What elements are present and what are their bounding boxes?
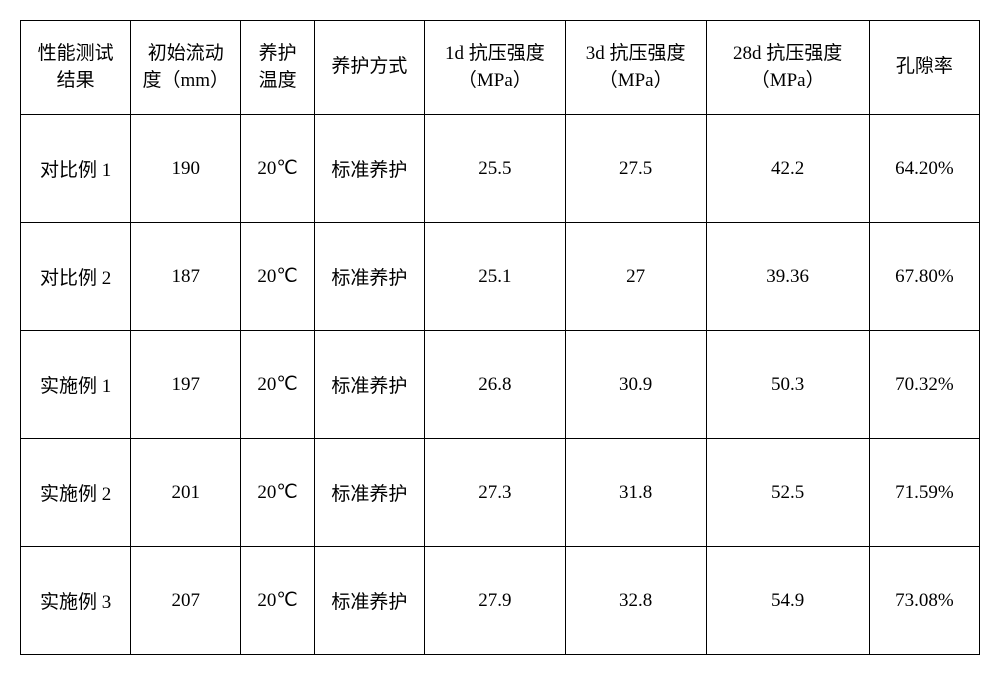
column-header: 性能测试结果 <box>21 21 131 115</box>
table-row: 实施例 3 207 20℃ 标准养护 27.9 32.8 54.9 73.08% <box>21 547 980 655</box>
table-header-row: 性能测试结果 初始流动度（mm） 养护温度 养护方式 1d 抗压强度（MPa） … <box>21 21 980 115</box>
table-cell: 实施例 2 <box>21 439 131 547</box>
table-cell: 20℃ <box>241 115 314 223</box>
table-cell: 201 <box>131 439 241 547</box>
performance-test-results-table: 性能测试结果 初始流动度（mm） 养护温度 养护方式 1d 抗压强度（MPa） … <box>20 20 980 655</box>
table-cell: 标准养护 <box>314 223 424 331</box>
table-cell: 标准养护 <box>314 439 424 547</box>
table-cell: 50.3 <box>706 331 869 439</box>
table-cell: 27 <box>565 223 706 331</box>
table-cell: 207 <box>131 547 241 655</box>
table-cell: 30.9 <box>565 331 706 439</box>
column-header: 孔隙率 <box>869 21 979 115</box>
column-header: 28d 抗压强度（MPa） <box>706 21 869 115</box>
table-cell: 25.1 <box>424 223 565 331</box>
table-cell: 20℃ <box>241 547 314 655</box>
table-cell: 42.2 <box>706 115 869 223</box>
table-cell: 25.5 <box>424 115 565 223</box>
table-row: 实施例 2 201 20℃ 标准养护 27.3 31.8 52.5 71.59% <box>21 439 980 547</box>
column-header: 初始流动度（mm） <box>131 21 241 115</box>
table-cell: 52.5 <box>706 439 869 547</box>
table-cell: 标准养护 <box>314 331 424 439</box>
table-cell: 27.9 <box>424 547 565 655</box>
table-cell: 54.9 <box>706 547 869 655</box>
table-cell: 实施例 1 <box>21 331 131 439</box>
table-cell: 对比例 1 <box>21 115 131 223</box>
table-cell: 实施例 3 <box>21 547 131 655</box>
table-cell: 对比例 2 <box>21 223 131 331</box>
table-cell: 73.08% <box>869 547 979 655</box>
table-cell: 67.80% <box>869 223 979 331</box>
column-header: 3d 抗压强度（MPa） <box>565 21 706 115</box>
table-row: 对比例 1 190 20℃ 标准养护 25.5 27.5 42.2 64.20% <box>21 115 980 223</box>
table-cell: 20℃ <box>241 331 314 439</box>
column-header: 养护温度 <box>241 21 314 115</box>
table-cell: 27.5 <box>565 115 706 223</box>
table-row: 实施例 1 197 20℃ 标准养护 26.8 30.9 50.3 70.32% <box>21 331 980 439</box>
table-cell: 39.36 <box>706 223 869 331</box>
table-cell: 27.3 <box>424 439 565 547</box>
table-cell: 64.20% <box>869 115 979 223</box>
table-cell: 70.32% <box>869 331 979 439</box>
table-cell: 187 <box>131 223 241 331</box>
table-cell: 20℃ <box>241 439 314 547</box>
column-header: 养护方式 <box>314 21 424 115</box>
table-cell: 标准养护 <box>314 115 424 223</box>
table-row: 对比例 2 187 20℃ 标准养护 25.1 27 39.36 67.80% <box>21 223 980 331</box>
table-cell: 190 <box>131 115 241 223</box>
table-cell: 32.8 <box>565 547 706 655</box>
table-cell: 26.8 <box>424 331 565 439</box>
table-cell: 31.8 <box>565 439 706 547</box>
table-cell: 71.59% <box>869 439 979 547</box>
table-cell: 20℃ <box>241 223 314 331</box>
table-cell: 197 <box>131 331 241 439</box>
column-header: 1d 抗压强度（MPa） <box>424 21 565 115</box>
table-cell: 标准养护 <box>314 547 424 655</box>
